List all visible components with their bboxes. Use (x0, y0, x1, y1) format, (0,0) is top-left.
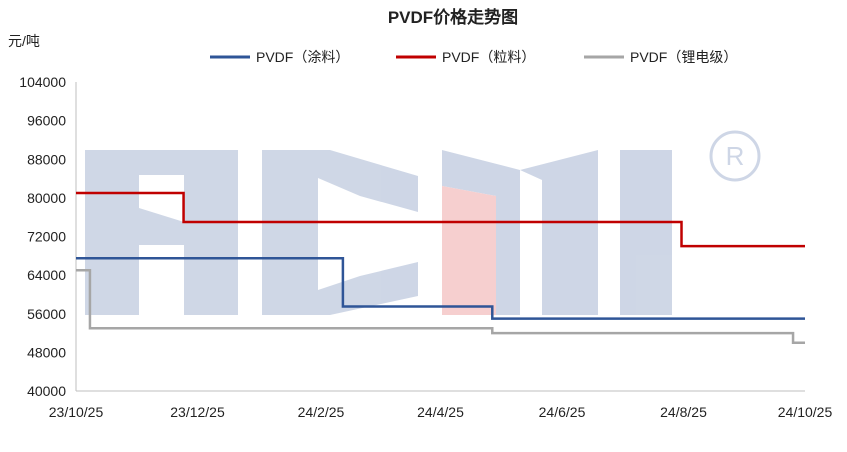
watermark-registered-letter: R (726, 141, 745, 171)
y-axis-unit: 元/吨 (8, 33, 40, 49)
x-tick-label: 24/2/25 (298, 404, 345, 420)
series-line-1 (76, 256, 805, 320)
series-line-3 (76, 269, 805, 344)
watermark-letter-i (620, 150, 672, 315)
y-tick-label: 56000 (27, 306, 66, 322)
watermark-registered-circle (709, 130, 761, 182)
x-tick-label: 24/4/25 (417, 404, 464, 420)
watermark-letter-m-accent (442, 186, 496, 315)
y-tick-label: 96000 (27, 113, 66, 129)
y-tick-label: 72000 (27, 229, 66, 245)
y-tick-labels: 104000 96000 88000 80000 72000 64000 56000 4800… (19, 74, 66, 399)
series-layer (76, 191, 805, 344)
watermark-logo: R (85, 130, 761, 315)
watermark-letter-c (262, 150, 418, 315)
y-tick-label: 80000 (27, 190, 66, 206)
chart-title: PVDF价格走势图 (388, 7, 518, 27)
legend: PVDF（涂料） PVDF（粒料） PVDF（锂电级） (210, 49, 737, 65)
x-tick-label: 23/12/25 (170, 404, 225, 420)
y-tick-label: 88000 (27, 151, 66, 167)
y-tick-label: 40000 (27, 383, 66, 399)
x-tick-label: 24/6/25 (539, 404, 586, 420)
legend-label: PVDF（粒料） (442, 49, 535, 65)
y-tick-label: 104000 (19, 74, 66, 90)
watermark-letter-m-left (442, 150, 520, 315)
legend-label: PVDF（涂料） (256, 49, 349, 65)
x-tick-label: 24/8/25 (660, 404, 707, 420)
x-tick-label: 23/10/25 (49, 404, 104, 420)
y-tick-label: 64000 (27, 267, 66, 283)
legend-label: PVDF（锂电级） (630, 49, 737, 65)
watermark-letter-a (85, 150, 238, 315)
x-tick-labels: 23/10/25 23/12/25 24/2/25 24/4/25 24/6/25 24/… (49, 404, 833, 420)
y-tick-label: 48000 (27, 344, 66, 360)
series-line-2 (76, 191, 805, 248)
watermark-letter-m-right (520, 150, 598, 315)
x-tick-label: 24/10/25 (778, 404, 833, 420)
